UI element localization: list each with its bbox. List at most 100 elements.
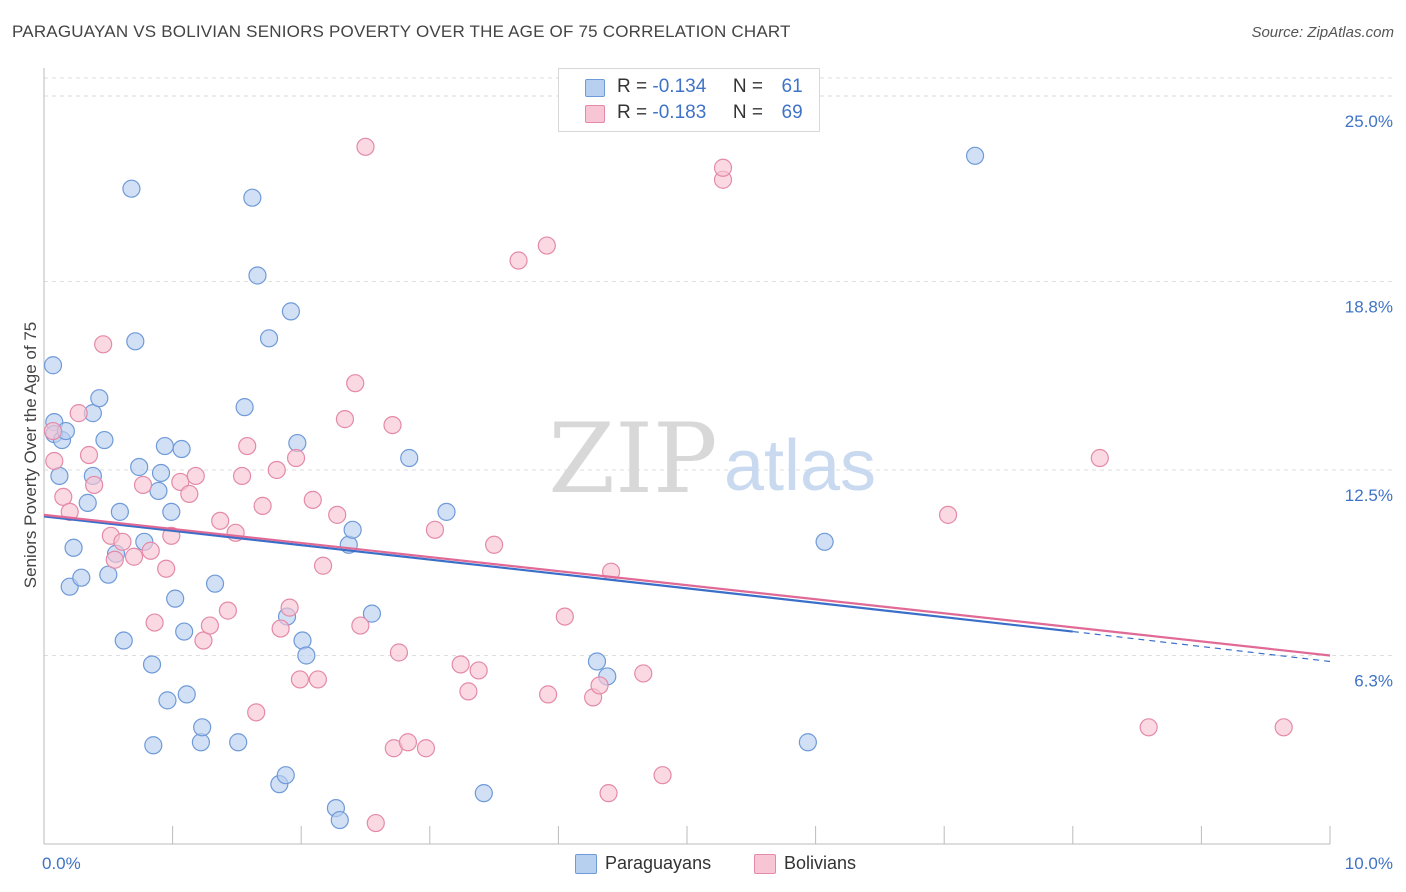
- paraguayan-point: [162, 502, 181, 521]
- bolivian-point: [286, 448, 306, 468]
- axis-layer: [43, 68, 1331, 845]
- paraguayan-point: [149, 481, 168, 501]
- bolivian-point: [124, 547, 144, 566]
- paraguayan-point: [155, 436, 174, 456]
- bolivian-point: [200, 616, 219, 635]
- x-tick-label: 0.0%: [42, 854, 81, 873]
- paraguayan-point: [177, 685, 196, 704]
- paraguayan-trend-extension: [1072, 630, 1331, 663]
- bolivian-point: [271, 619, 290, 638]
- legend-r-value: -0.134: [652, 76, 707, 97]
- bolivian-point: [328, 505, 347, 524]
- bolivian-point: [253, 496, 272, 515]
- bolivian-point: [133, 475, 153, 495]
- bolivian-point: [186, 466, 205, 486]
- paraguayan-point: [175, 622, 194, 641]
- paraguayan-point: [72, 568, 91, 587]
- paraguayan-point: [144, 736, 163, 755]
- bottom-legend-label: Bolivians: [784, 853, 857, 873]
- paraguayan-point: [815, 532, 834, 551]
- bolivian-point: [313, 556, 333, 575]
- paraguayan-point: [293, 631, 312, 650]
- paraguayan-point: [229, 733, 248, 752]
- bolivian-point: [69, 404, 88, 423]
- bottom-legend-label: Paraguayans: [605, 853, 712, 873]
- legend-r-label: R =: [617, 76, 648, 97]
- bolivian-point: [85, 475, 104, 495]
- legend-swatch-blue: [585, 79, 605, 97]
- bolivian-point: [389, 643, 409, 662]
- bolivian-point: [383, 415, 402, 435]
- bolivian-point: [590, 676, 609, 695]
- legend-n-label: N =: [732, 102, 763, 123]
- paraguayan-point: [965, 146, 985, 165]
- watermark: ZIP atlas: [548, 403, 876, 515]
- bolivian-point: [1139, 718, 1158, 737]
- bolivian-point: [713, 158, 733, 177]
- bolivian-point: [653, 766, 672, 785]
- bolivian-point: [451, 655, 470, 674]
- bolivian-point: [308, 670, 328, 689]
- paraguayan-point: [166, 589, 185, 608]
- x-tick-label: 10.0%: [1345, 854, 1393, 873]
- paraguayan-point: [151, 463, 171, 483]
- bolivian-point: [356, 137, 375, 156]
- paraguayan-point: [114, 631, 133, 650]
- bolivian-point: [247, 703, 266, 722]
- y-tick-label: 12.5%: [1345, 486, 1393, 505]
- paraguayan-point: [110, 502, 129, 521]
- paraguayan-trend-line: [43, 515, 1073, 633]
- bolivian-point: [537, 236, 556, 255]
- bolivian-point: [485, 535, 504, 554]
- bolivian-point: [194, 631, 213, 650]
- tick-label-layer: 6.3% 12.5% 18.8% 25.0% 0.0% 10.0%: [42, 112, 1393, 873]
- legend-swatch-pink: [585, 105, 605, 123]
- paraguayan-point: [191, 733, 210, 752]
- bolivian-point: [634, 664, 653, 683]
- paraguayan-point: [90, 389, 109, 408]
- paraguayan-point: [64, 538, 83, 557]
- bottom-legend-swatch-pink: [754, 854, 776, 874]
- bolivian-point: [45, 451, 64, 471]
- legend-r-label: R =: [617, 102, 648, 123]
- bolivian-point: [459, 682, 478, 701]
- paraguayan-point: [235, 398, 254, 417]
- paraguayan-point: [248, 266, 267, 285]
- paraguayan-point: [78, 493, 97, 512]
- bolivian-trend-line: [43, 513, 1331, 657]
- legend-n-value: 61: [781, 76, 803, 97]
- bolivian-point: [335, 410, 355, 429]
- trend-layer: [43, 513, 1331, 663]
- legend-n-value: 69: [781, 102, 803, 123]
- paraguayan-point: [400, 448, 419, 468]
- bolivian-point: [79, 445, 99, 465]
- paraguayan-point: [130, 457, 149, 477]
- paraguayan-point: [362, 604, 382, 623]
- watermark-zip: ZIP: [548, 403, 717, 515]
- paraguayan-point: [276, 766, 295, 785]
- y-tick-label: 18.8%: [1345, 297, 1393, 316]
- paraguayan-point: [193, 718, 212, 737]
- bolivian-point: [54, 487, 73, 507]
- paraguayan-point: [798, 733, 817, 752]
- bolivian-point: [509, 251, 528, 270]
- legend-n-label: N =: [732, 76, 763, 97]
- paraguayan-point: [587, 652, 607, 671]
- bolivian-point: [232, 466, 252, 486]
- paraguayan-point: [95, 430, 114, 450]
- bottom-legend-swatch-blue: [575, 854, 597, 874]
- source-label: Source: ZipAtlas.com: [1251, 24, 1394, 41]
- paraguayan-point: [142, 655, 162, 674]
- legend-r-value: -0.183: [652, 102, 707, 123]
- bolivian-point: [1090, 448, 1109, 468]
- y-tick-label: 25.0%: [1345, 112, 1393, 131]
- bolivian-point: [113, 532, 132, 551]
- paraguayan-point: [281, 302, 301, 321]
- paraguayan-point: [205, 574, 225, 593]
- paraguayan-point: [288, 433, 307, 453]
- bolivian-point: [145, 613, 164, 632]
- bolivian-point: [238, 436, 257, 456]
- bolivian-point: [94, 335, 113, 354]
- paraguayan-point: [297, 646, 316, 665]
